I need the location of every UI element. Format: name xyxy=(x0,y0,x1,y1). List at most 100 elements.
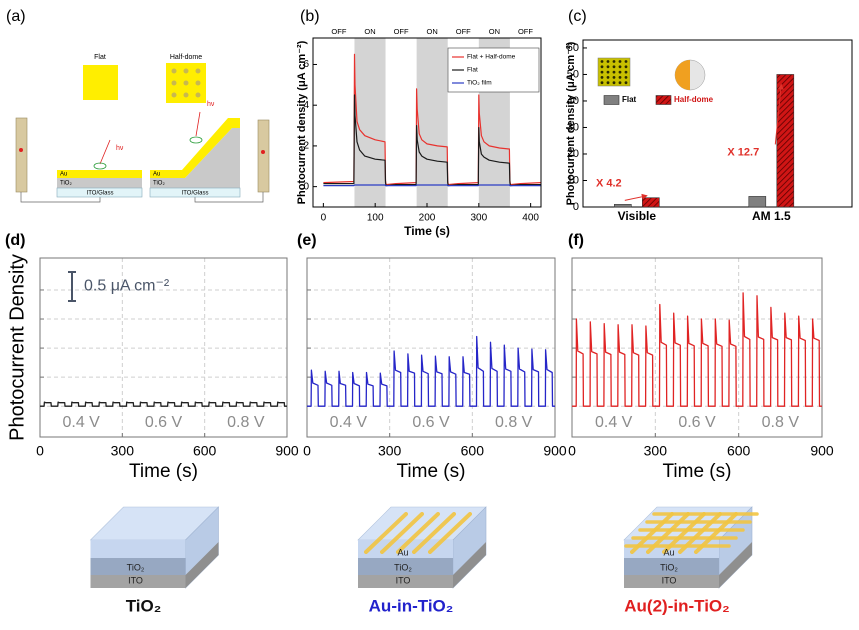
light-ray xyxy=(99,111,201,165)
x-tick-label: 0 xyxy=(303,442,311,458)
y-tick-label: 20 xyxy=(567,148,579,160)
light-on-band xyxy=(416,38,448,207)
light-label: hν xyxy=(207,101,215,108)
x-tick-label: 900 xyxy=(810,442,834,458)
ito-side xyxy=(185,542,219,588)
device-caption: Au(2)-in-TiO₂ xyxy=(624,596,729,615)
panel-label: (d) xyxy=(5,232,25,249)
tio2-layer xyxy=(57,178,142,188)
data-line xyxy=(323,53,541,186)
au-slope xyxy=(150,118,240,178)
scale-bar-label: 0.5 μA cm⁻² xyxy=(84,278,170,295)
light-state: ON xyxy=(489,27,500,36)
data-line xyxy=(307,335,555,407)
hot-carrier xyxy=(189,136,203,144)
panel-label: (b) xyxy=(300,8,320,25)
plot-frame xyxy=(582,39,853,208)
legend-icon-dot xyxy=(600,70,604,74)
legend-icon-dot xyxy=(624,65,628,69)
y-tick-label: 50 xyxy=(567,68,579,80)
x-tick-label: 0 xyxy=(321,213,327,224)
layer-label: ITO xyxy=(662,575,677,585)
legend-icon-dot xyxy=(612,65,616,69)
y-tick-label: 2 xyxy=(303,141,309,152)
layer-label: Au xyxy=(663,547,674,557)
legend-icon-dot xyxy=(618,65,622,69)
data-line xyxy=(323,184,541,187)
y-tick-label: 60 xyxy=(567,42,579,54)
electrode-dot xyxy=(261,150,265,154)
plot-frame xyxy=(39,257,288,438)
x-axis-title: Time (s) xyxy=(404,224,450,238)
x-tick-label: 0 xyxy=(36,442,44,458)
layer-label: TiO₂ xyxy=(127,562,145,572)
legend-icon-dot xyxy=(606,65,610,69)
dome-array xyxy=(171,68,201,98)
y-tick-label: 6 xyxy=(303,59,309,70)
legend-icon-dot xyxy=(612,60,616,63)
bar xyxy=(613,204,632,208)
bar xyxy=(748,196,767,208)
data-line xyxy=(323,94,541,187)
legend-icon-dot xyxy=(600,76,604,79)
panel-a: (a) Flat Half-dome Au TiO₂ ITO/Glass Au … xyxy=(6,8,270,203)
layer-label: ITO/Glass xyxy=(182,191,209,197)
x-axis-title: Time (s) xyxy=(663,461,732,482)
legend-icon-dot xyxy=(618,81,622,85)
tio2-slope xyxy=(150,128,240,188)
x-tick-label: 900 xyxy=(543,442,567,458)
legend-swatch xyxy=(655,95,672,105)
light-state: OFF xyxy=(518,27,533,36)
bias-label: 0.6 V xyxy=(412,414,450,431)
au-layer xyxy=(57,170,142,178)
plot-frame xyxy=(306,257,556,438)
legend-swatch xyxy=(603,95,620,105)
panel-label: (f) xyxy=(568,232,584,249)
bias-label: 0.6 V xyxy=(678,414,716,431)
electrode xyxy=(257,119,270,193)
data-line xyxy=(572,292,822,407)
annotation-arrow xyxy=(624,193,648,201)
legend-icon-dot xyxy=(618,70,622,74)
legend-icon-dot xyxy=(600,60,604,63)
x-tick-label: 300 xyxy=(470,213,487,224)
legend-icon-dot xyxy=(606,76,610,79)
panel-label: (a) xyxy=(6,8,26,25)
x-tick-label: 200 xyxy=(419,213,436,224)
legend-label: Half-dome xyxy=(674,95,714,104)
tio2-layer xyxy=(90,558,186,575)
legend-label: TiO₂ film xyxy=(467,80,492,87)
x-tick-label: 100 xyxy=(367,213,384,224)
hot-carrier xyxy=(93,162,107,170)
ito-layer xyxy=(624,575,719,588)
ito-layer xyxy=(56,187,143,198)
au-nanowire xyxy=(364,512,408,554)
legend-icon-dot xyxy=(612,81,616,85)
y-tick-label: 10 xyxy=(567,174,579,186)
x-tick-label: 600 xyxy=(193,442,217,458)
layer-label: TiO₂ xyxy=(60,181,72,187)
bias-label: 0.4 V xyxy=(595,414,633,431)
flat-film xyxy=(83,65,118,100)
legend-label: Flat xyxy=(467,67,478,74)
legend-icon-dot xyxy=(606,81,610,85)
light-label: hν xyxy=(116,145,124,152)
legend-icon-dome xyxy=(675,60,690,90)
light-state: OFF xyxy=(394,27,409,36)
bar xyxy=(641,197,660,208)
legend-label: Flat + Half-dome xyxy=(467,54,516,61)
electrode xyxy=(15,117,28,193)
ito-layer xyxy=(149,187,241,198)
annotation: X 12.7 xyxy=(727,146,759,158)
annotation: X 4.2 xyxy=(596,178,622,190)
legend-icon-dot xyxy=(600,65,604,69)
y-tick-label: 0 xyxy=(303,181,309,192)
layer-label: ITO xyxy=(396,575,411,585)
layer-label: Au xyxy=(153,172,160,178)
light-state: ON xyxy=(364,27,375,36)
x-tick-label: 900 xyxy=(275,442,299,458)
legend-label: Flat xyxy=(622,95,637,104)
bias-label: 0.4 V xyxy=(62,414,100,431)
au-nanowire xyxy=(428,512,472,554)
